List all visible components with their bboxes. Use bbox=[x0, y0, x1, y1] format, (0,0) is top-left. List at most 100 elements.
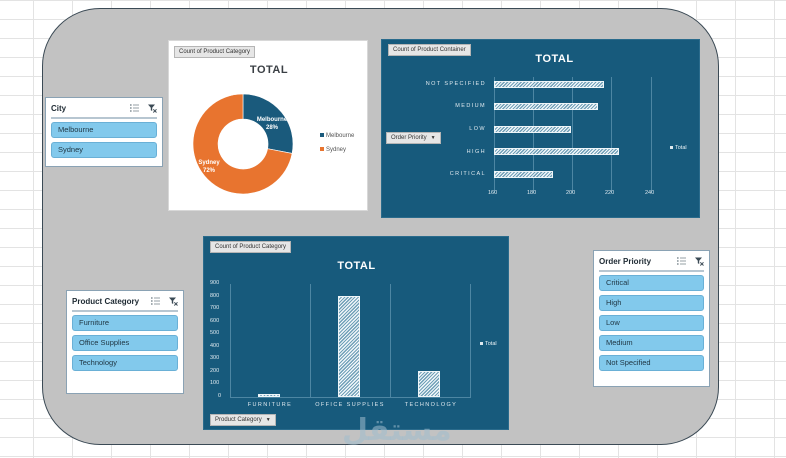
chart-title: TOTAL bbox=[535, 53, 574, 65]
column-chart-panel: Count of Product Category TOTAL 900 800 … bbox=[203, 236, 509, 448]
clear-filter-icon[interactable] bbox=[695, 257, 704, 266]
multi-select-icon[interactable] bbox=[151, 297, 160, 305]
multi-select-icon[interactable] bbox=[677, 257, 686, 265]
clear-filter-icon[interactable] bbox=[148, 104, 157, 113]
axis-field-button-product-category[interactable]: Product Category ▼ bbox=[210, 414, 276, 426]
data-label-value: 72% bbox=[202, 168, 215, 174]
x-tick: 220 bbox=[605, 190, 615, 196]
data-label-name: Melbourne bbox=[256, 117, 288, 123]
legend-swatch bbox=[320, 133, 324, 137]
y-tick: 600 bbox=[210, 318, 220, 324]
x-tick: 180 bbox=[527, 190, 537, 196]
y-tick: 400 bbox=[210, 343, 220, 349]
order-priority-slicer: Order Priority Critical High Low Medium … bbox=[593, 250, 710, 387]
slicer-item-low[interactable]: Low bbox=[599, 315, 704, 331]
slicer-item-technology[interactable]: Technology bbox=[72, 355, 178, 371]
bar-critical[interactable] bbox=[494, 171, 553, 178]
legend-item-melbourne: Melbourne bbox=[320, 133, 354, 139]
bar-chart-panel: Count of Product Container TOTAL NOT SPE… bbox=[381, 39, 700, 218]
legend-item-total: Total bbox=[480, 341, 497, 347]
slicer-item-sydney[interactable]: Sydney bbox=[51, 142, 157, 158]
x-axis-line bbox=[230, 397, 471, 398]
city-slicer: City Melbourne Sydney bbox=[45, 97, 163, 167]
clear-filter-icon[interactable] bbox=[169, 297, 178, 306]
y-tick: 0 bbox=[218, 393, 222, 399]
column-office-supplies[interactable] bbox=[338, 296, 360, 397]
slicer-item-office-supplies[interactable]: Office Supplies bbox=[72, 335, 178, 351]
gridline bbox=[611, 77, 612, 193]
donut-slice-sydney[interactable] bbox=[192, 93, 293, 195]
bar-not-specified[interactable] bbox=[494, 81, 604, 88]
chart-title: TOTAL bbox=[337, 260, 376, 272]
data-label-melbourne: Melbourne 28% bbox=[255, 116, 289, 132]
category-label: NOT SPECIFIED bbox=[425, 81, 486, 87]
axis-field-label: Order Priority bbox=[391, 135, 427, 141]
slicer-title: Product Category bbox=[72, 296, 140, 306]
y-tick: 200 bbox=[210, 368, 220, 374]
category-label: HIGH bbox=[466, 149, 486, 155]
gridline bbox=[572, 77, 573, 193]
legend-swatch bbox=[670, 146, 673, 149]
category-label: FURNITURE bbox=[247, 402, 293, 408]
field-button-count-product-category[interactable]: Count of Product Category bbox=[174, 46, 256, 58]
dropdown-arrow-icon: ▼ bbox=[430, 135, 436, 141]
category-label: TECHNOLOGY bbox=[404, 402, 458, 408]
gridline bbox=[470, 284, 471, 397]
gridline bbox=[533, 77, 534, 193]
category-label: CRITICAL bbox=[449, 171, 486, 177]
watermark-logo: مستقل bbox=[342, 413, 453, 448]
gridline bbox=[651, 77, 652, 193]
slicer-title: Order Priority bbox=[599, 256, 652, 266]
legend-swatch bbox=[480, 342, 483, 345]
y-tick: 500 bbox=[210, 330, 220, 336]
column-technology[interactable] bbox=[418, 371, 440, 397]
axis-field-label: Product Category bbox=[215, 417, 262, 423]
y-tick: 700 bbox=[210, 305, 220, 311]
category-label: OFFICE SUPPLIES bbox=[315, 402, 385, 408]
multi-select-icon[interactable] bbox=[130, 104, 139, 112]
dropdown-arrow-icon: ▼ bbox=[265, 417, 271, 423]
legend-label: Total bbox=[485, 341, 497, 347]
product-category-slicer: Product Category Furniture Office Suppli… bbox=[66, 290, 184, 394]
slicer-item-critical[interactable]: Critical bbox=[599, 275, 704, 291]
slicer-item-melbourne[interactable]: Melbourne bbox=[51, 122, 157, 138]
data-label-value: 28% bbox=[265, 125, 278, 131]
y-tick: 100 bbox=[210, 380, 220, 386]
legend-label: Melbourne bbox=[326, 133, 355, 139]
legend-label: Sydney bbox=[326, 147, 347, 153]
field-button-count-product-container[interactable]: Count of Product Container bbox=[388, 44, 471, 56]
chart-title: TOTAL bbox=[249, 64, 289, 76]
field-button-count-product-category[interactable]: Count of Product Category bbox=[210, 241, 292, 253]
donut-chart-panel: Count of Product Category TOTAL Melbourn… bbox=[168, 40, 368, 211]
axis-field-button-order-priority[interactable]: Order Priority ▼ bbox=[386, 132, 441, 144]
bar-high[interactable] bbox=[494, 148, 619, 155]
gridline bbox=[390, 284, 391, 397]
column-furniture[interactable] bbox=[258, 394, 280, 397]
slicer-item-high[interactable]: High bbox=[599, 295, 704, 311]
legend-label: Total bbox=[675, 145, 687, 151]
slicer-item-medium[interactable]: Medium bbox=[599, 335, 704, 351]
bar-low[interactable] bbox=[494, 126, 571, 133]
x-tick: 200 bbox=[566, 190, 576, 196]
gridline bbox=[230, 284, 231, 397]
gridline bbox=[494, 77, 495, 193]
slicer-header: City bbox=[51, 101, 157, 119]
bar-medium[interactable] bbox=[494, 103, 598, 110]
legend-item-total: Total bbox=[670, 145, 687, 151]
y-tick: 900 bbox=[210, 280, 220, 286]
y-tick: 300 bbox=[210, 355, 220, 361]
slicer-item-not-specified[interactable]: Not Specified bbox=[599, 355, 704, 371]
data-label-name: Sydney bbox=[198, 160, 220, 166]
donut-chart bbox=[192, 93, 294, 195]
slicer-header: Order Priority bbox=[599, 254, 704, 272]
category-label: MEDIUM bbox=[455, 103, 486, 109]
data-label-sydney: Sydney 72% bbox=[195, 159, 223, 175]
y-tick: 800 bbox=[210, 293, 220, 299]
legend-swatch bbox=[320, 147, 324, 151]
x-tick: 240 bbox=[645, 190, 655, 196]
slicer-title: City bbox=[51, 103, 67, 113]
gridline bbox=[310, 284, 311, 397]
x-tick: 160 bbox=[488, 190, 498, 196]
category-label: LOW bbox=[469, 126, 486, 132]
slicer-item-furniture[interactable]: Furniture bbox=[72, 315, 178, 331]
